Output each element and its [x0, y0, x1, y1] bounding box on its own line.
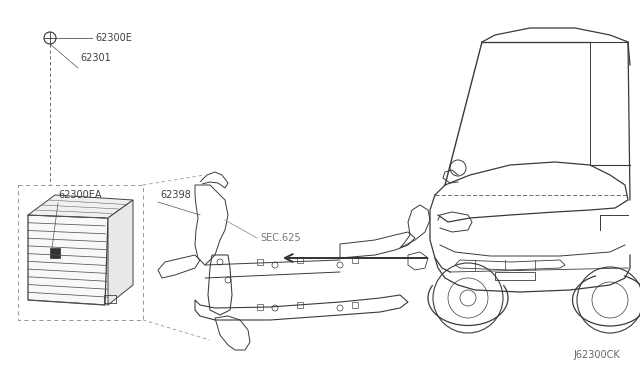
- Bar: [257, 304, 263, 310]
- Text: J62300CK: J62300CK: [573, 350, 620, 360]
- Bar: [297, 257, 303, 263]
- Text: 62398: 62398: [160, 190, 191, 200]
- Polygon shape: [28, 215, 108, 305]
- Polygon shape: [108, 200, 133, 305]
- Bar: [257, 259, 263, 265]
- Bar: [50, 248, 60, 258]
- Polygon shape: [28, 195, 133, 218]
- Bar: [495, 272, 535, 280]
- Bar: [297, 302, 303, 308]
- Text: 62300E: 62300E: [95, 33, 132, 43]
- Bar: [104, 295, 116, 303]
- Bar: [352, 302, 358, 308]
- Text: SEC.625: SEC.625: [260, 233, 301, 243]
- Bar: [352, 257, 358, 263]
- Text: 62300EA: 62300EA: [58, 190, 102, 200]
- Text: 62301: 62301: [80, 53, 111, 63]
